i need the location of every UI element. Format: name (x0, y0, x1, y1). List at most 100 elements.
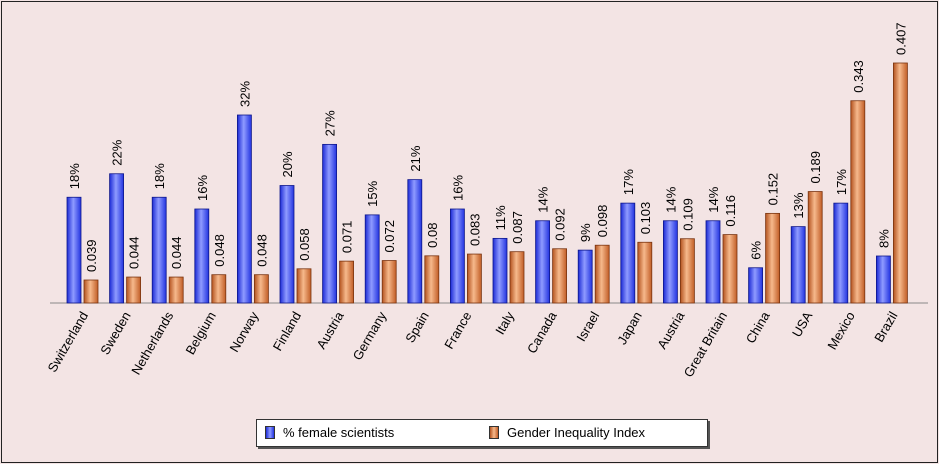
data-label-female-scientists-16: 6% (749, 241, 764, 260)
category-label-2: Netherlands (128, 309, 176, 378)
data-label-female-scientists-17: 13% (791, 192, 806, 218)
bar-female-scientists-5 (279, 185, 295, 304)
bar-gender-inequality-16 (765, 212, 780, 304)
bar-female-scientists-11 (535, 220, 550, 304)
data-label-female-scientists-4: 32% (237, 81, 252, 107)
data-label-gender-inequality-13: 0.103 (638, 202, 653, 235)
category-label-19: Brazil (871, 309, 900, 345)
bar-female-scientists-16 (748, 267, 763, 304)
legend-label-female-scientists: % female scientists (283, 425, 395, 440)
category-label-14: Austria (654, 308, 688, 351)
bar-gender-inequality-12 (594, 244, 610, 304)
bar-female-scientists-4 (236, 114, 252, 304)
bar-gender-inequality-7 (381, 260, 397, 304)
bar-female-scientists-8 (407, 179, 423, 304)
data-label-female-scientists-9: 16% (450, 175, 465, 201)
bar-female-scientists-19 (876, 255, 891, 304)
data-label-female-scientists-14: 14% (663, 186, 678, 212)
data-label-female-scientists-8: 21% (408, 145, 423, 171)
bar-female-scientists-17 (790, 226, 806, 304)
category-label-17: USA (789, 309, 816, 340)
bar-female-scientists-14 (663, 220, 678, 304)
data-label-gender-inequality-9: 0.083 (467, 214, 482, 247)
bar-gender-inequality-15 (722, 234, 738, 304)
category-label-6: Austria (313, 308, 347, 351)
bar-gender-inequality-1 (126, 276, 141, 304)
data-label-gender-inequality-0: 0.039 (84, 239, 99, 272)
category-label-3: Belgium (182, 309, 218, 357)
bar-gender-inequality-0 (83, 279, 99, 304)
bar-gender-inequality-11 (552, 248, 567, 304)
data-label-gender-inequality-12: 0.098 (595, 205, 610, 238)
legend-item-gender-inequality: Gender Inequality Index (489, 425, 645, 440)
bar-gender-inequality-19 (893, 62, 908, 304)
data-label-gender-inequality-18: 0.343 (851, 60, 866, 93)
category-label-8: Spain (402, 309, 432, 345)
data-label-female-scientists-6: 27% (323, 110, 338, 136)
data-label-female-scientists-15: 14% (706, 186, 721, 212)
category-label-12: Israel (573, 309, 602, 344)
category-label-10: Italy (492, 309, 517, 338)
legend-swatch-orange (489, 426, 499, 439)
bar-gender-inequality-9 (466, 253, 482, 304)
bar-gender-inequality-3 (211, 274, 227, 304)
bar-female-scientists-7 (364, 214, 380, 304)
data-label-gender-inequality-6: 0.071 (340, 221, 355, 254)
data-label-gender-inequality-2: 0.044 (169, 237, 184, 270)
data-label-female-scientists-10: 11% (493, 205, 508, 230)
bar-female-scientists-1 (109, 173, 124, 304)
data-label-gender-inequality-8: 0.08 (425, 223, 440, 248)
data-label-female-scientists-0: 18% (67, 163, 82, 189)
category-label-15: Great Britain (681, 309, 730, 380)
bar-female-scientists-12 (577, 249, 593, 304)
category-label-18: Mexico (824, 309, 858, 352)
category-label-16: China (743, 308, 773, 346)
data-label-female-scientists-12: 9% (578, 223, 593, 242)
category-label-1: Sweden (97, 309, 133, 357)
data-label-female-scientists-13: 17% (621, 169, 636, 195)
bar-gender-inequality-13 (637, 241, 653, 304)
data-label-gender-inequality-14: 0.109 (680, 198, 695, 231)
data-label-gender-inequality-16: 0.152 (766, 173, 781, 206)
data-label-female-scientists-7: 15% (365, 180, 380, 206)
bar-gender-inequality-2 (168, 276, 184, 304)
bar-female-scientists-13 (620, 202, 636, 304)
data-label-gender-inequality-15: 0.116 (723, 195, 738, 227)
data-label-gender-inequality-4: 0.048 (254, 234, 269, 267)
data-label-female-scientists-11: 14% (536, 186, 551, 212)
category-label-4: Norway (226, 309, 261, 355)
category-label-0: Switzerland (45, 309, 92, 375)
legend: % female scientists Gender Inequality In… (256, 419, 708, 447)
category-label-9: France (441, 309, 474, 352)
bar-female-scientists-3 (194, 208, 210, 304)
bar-female-scientists-2 (151, 196, 167, 304)
bar-gender-inequality-4 (253, 274, 269, 304)
category-label-7: Germany (350, 309, 390, 363)
data-label-female-scientists-1: 22% (110, 139, 125, 165)
legend-label-gender-inequality: Gender Inequality Index (507, 425, 646, 440)
data-label-female-scientists-18: 17% (834, 169, 849, 195)
category-label-5: Finland (270, 309, 304, 353)
data-label-gender-inequality-10: 0.087 (510, 211, 525, 244)
bar-female-scientists-0 (66, 196, 82, 304)
bar-gender-inequality-10 (509, 251, 525, 304)
category-label-13: Japan (614, 309, 645, 347)
bar-gender-inequality-17 (807, 191, 823, 304)
bar-gender-inequality-6 (339, 260, 355, 304)
data-label-gender-inequality-5: 0.058 (297, 228, 312, 261)
data-label-female-scientists-2: 18% (152, 163, 167, 189)
data-label-female-scientists-5: 20% (280, 151, 295, 177)
data-label-female-scientists-19: 8% (876, 229, 891, 248)
bar-gender-inequality-8 (424, 255, 440, 304)
bar-gender-inequality-14 (680, 238, 695, 304)
data-label-female-scientists-3: 16% (195, 175, 210, 201)
bar-female-scientists-9 (449, 208, 465, 304)
data-label-gender-inequality-11: 0.092 (553, 208, 568, 241)
bar-female-scientists-15 (705, 220, 721, 304)
bar-gender-inequality-5 (296, 268, 312, 304)
legend-item-female-scientists: % female scientists (265, 425, 394, 440)
data-label-gender-inequality-3: 0.048 (212, 234, 227, 267)
bar-female-scientists-18 (833, 202, 849, 304)
data-label-gender-inequality-1: 0.044 (127, 237, 142, 270)
